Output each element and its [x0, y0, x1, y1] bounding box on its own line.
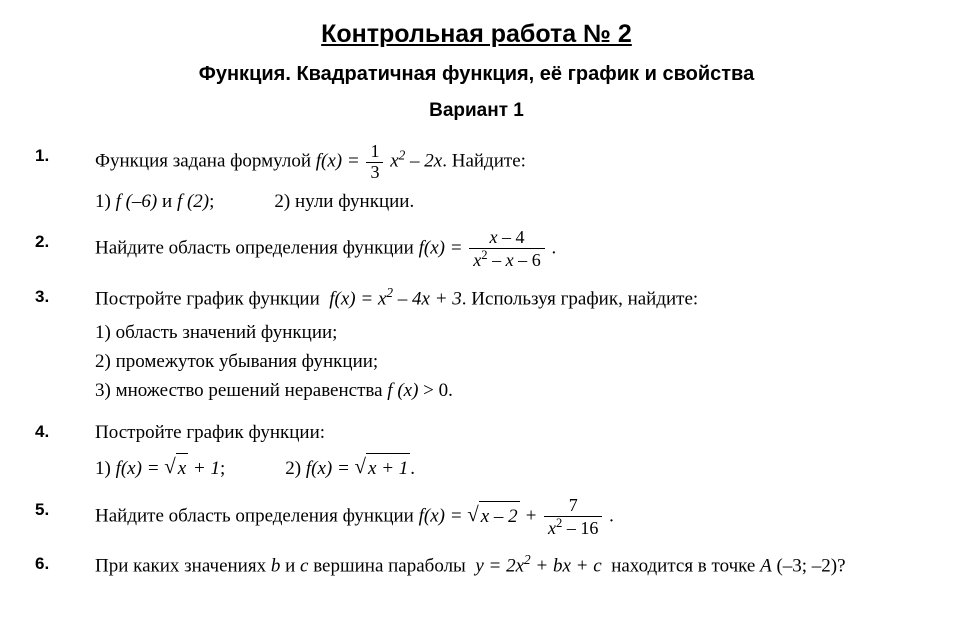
- formula: f(x) =: [116, 458, 165, 479]
- sqrt-symbol: √: [467, 502, 478, 526]
- problem-text: (–3; –2)?: [772, 556, 846, 577]
- problem-text: Постройте график функции: [95, 288, 325, 309]
- formula: + 1: [188, 458, 220, 479]
- problem-number: 3.: [35, 283, 95, 307]
- formula: f (x): [387, 380, 418, 401]
- formula: f(x) =: [316, 151, 365, 172]
- problem-text: . Найдите:: [442, 151, 526, 172]
- problem-text: Постройте график функции:: [95, 422, 325, 443]
- variable: A: [760, 556, 772, 577]
- problem-text: и: [280, 556, 300, 577]
- subpart: 2) f(x) = √x + 1.: [285, 451, 415, 483]
- formula: f(x) =: [419, 238, 468, 259]
- problem-number: 2.: [35, 228, 95, 252]
- formula: +: [520, 506, 542, 527]
- subpart: 1) f (–6) и f (2);: [95, 187, 214, 216]
- variant-label: Вариант 1: [35, 100, 918, 122]
- fraction: 13: [366, 142, 383, 183]
- problem-text: Функция задана формулой: [95, 151, 316, 172]
- problem-number: 4.: [35, 418, 95, 442]
- formula: – 2x: [405, 151, 442, 172]
- formula: f(x) =: [419, 506, 468, 527]
- problem-6: 6. При каких значениях b и c вершина пар…: [35, 550, 918, 581]
- sqrt-content: x – 2: [479, 501, 520, 531]
- subpart: 1) область значений функции;: [95, 318, 918, 347]
- problem-body: При каких значениях b и c вершина парабо…: [95, 550, 918, 581]
- fraction: x – 4x2 – x – 6: [469, 228, 544, 271]
- sqrt-content: x: [176, 453, 188, 483]
- formula: f (–6): [116, 191, 158, 212]
- problem-number: 5.: [35, 496, 95, 520]
- problem-text: находится в точке: [611, 556, 760, 577]
- formula: – 4x + 3: [393, 288, 462, 309]
- formula: f (2): [177, 191, 209, 212]
- problem-body: Найдите область определения функции f(x)…: [95, 496, 918, 539]
- problem-text: вершина параболы: [308, 556, 470, 577]
- problem-5: 5. Найдите область определения функции f…: [35, 496, 918, 539]
- problem-3: 3. Постройте график функции f(x) = x2 – …: [35, 283, 918, 406]
- problem-2: 2. Найдите область определения функции f…: [35, 228, 918, 271]
- subpart-text: > 0.: [418, 380, 452, 401]
- problem-1: 1. Функция задана формулой f(x) = 13 x2 …: [35, 142, 918, 216]
- sqrt-symbol: √: [355, 454, 366, 478]
- problem-body: Функция задана формулой f(x) = 13 x2 – 2…: [95, 142, 918, 216]
- exponent: 2: [524, 552, 531, 567]
- sqrt-content: x + 1: [366, 453, 410, 483]
- subpart-label: 1): [95, 191, 116, 212]
- problem-4: 4. Постройте график функции: 1) f(x) = √…: [35, 418, 918, 484]
- problem-text: Найдите область определения функции: [95, 238, 419, 259]
- subpart: 2) нули функции.: [274, 187, 414, 216]
- sqrt-symbol: √: [164, 454, 175, 478]
- problem-text: . Используя график, найдите:: [462, 288, 698, 309]
- formula: y = 2x: [475, 556, 524, 577]
- problem-text: Найдите область определения функции: [95, 506, 419, 527]
- subpart: 2) промежуток убывания функции;: [95, 347, 918, 376]
- formula: x: [385, 151, 398, 172]
- page-title: Контрольная работа № 2: [35, 20, 918, 49]
- problem-number: 6.: [35, 550, 95, 574]
- formula: f(x) =: [306, 458, 355, 479]
- fraction: 7x2 – 16: [544, 496, 602, 539]
- subpart: 1) f(x) = √x + 1;: [95, 451, 225, 483]
- variable: b: [271, 556, 281, 577]
- problem-body: Постройте график функции f(x) = x2 – 4x …: [95, 283, 918, 406]
- page-subtitle: Функция. Квадратичная функция, её график…: [35, 63, 918, 86]
- subpart-text: 3) множество решений неравенства: [95, 380, 387, 401]
- formula: + bx + c: [531, 556, 602, 577]
- subpart-label: 1): [95, 458, 116, 479]
- text: и: [157, 191, 177, 212]
- problem-body: Найдите область определения функции f(x)…: [95, 228, 918, 271]
- problem-text: При каких значениях: [95, 556, 271, 577]
- problem-number: 1.: [35, 142, 95, 166]
- subpart: 3) множество решений неравенства f (x) >…: [95, 376, 918, 405]
- formula: f(x) = x: [329, 288, 386, 309]
- problem-body: Постройте график функции: 1) f(x) = √x +…: [95, 418, 918, 484]
- subpart-label: 2): [285, 458, 306, 479]
